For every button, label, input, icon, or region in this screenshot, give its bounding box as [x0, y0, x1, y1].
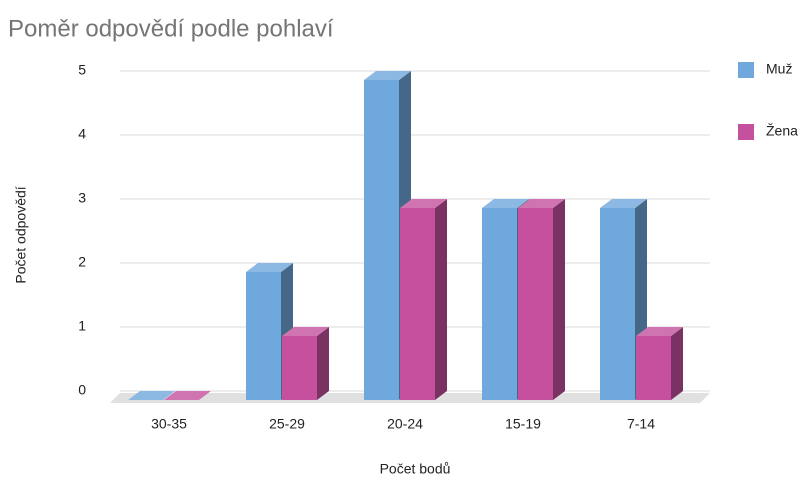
bar: [400, 208, 435, 400]
bar-top: [128, 391, 175, 400]
chart-title: Poměr odpovědí podle pohlaví: [8, 15, 334, 42]
bar-top: [400, 199, 447, 208]
x-tick-label: 15-19: [505, 416, 541, 432]
legend-label: Muž: [766, 61, 792, 77]
y-axis-label: Počet odpovědí: [13, 186, 29, 283]
bar-top: [164, 391, 211, 400]
x-axis-label: Počet bodů: [380, 461, 451, 477]
x-tick-label: 20-24: [387, 416, 423, 432]
x-tick-label: 25-29: [269, 416, 305, 432]
bar-top: [518, 199, 565, 208]
x-tick-label: 7-14: [627, 416, 655, 432]
bar: [518, 208, 553, 400]
bar-top: [600, 199, 647, 208]
bar-side: [317, 327, 329, 400]
legend-swatch: [738, 62, 754, 78]
bar-top: [282, 327, 329, 336]
y-tick-label: 4: [78, 126, 86, 142]
bar: [246, 272, 281, 400]
bar-top: [636, 327, 683, 336]
y-tick-label: 3: [78, 190, 86, 206]
bar-side: [671, 327, 683, 400]
bar-side: [435, 199, 447, 400]
y-tick-label: 1: [78, 318, 86, 334]
bar-top: [482, 199, 529, 208]
bar: [482, 208, 517, 400]
bar-top: [364, 71, 411, 80]
bar: [282, 336, 317, 400]
y-tick-label: 0: [78, 382, 86, 398]
legend-label: Žena: [766, 123, 798, 139]
bar: [364, 80, 399, 400]
x-tick-label: 30-35: [151, 416, 187, 432]
bar-top: [246, 263, 293, 272]
y-tick-label: 2: [78, 254, 86, 270]
bar: [636, 336, 671, 400]
bar: [600, 208, 635, 400]
bar-side: [553, 199, 565, 400]
y-tick-label: 5: [78, 62, 86, 78]
legend-swatch: [738, 124, 754, 140]
